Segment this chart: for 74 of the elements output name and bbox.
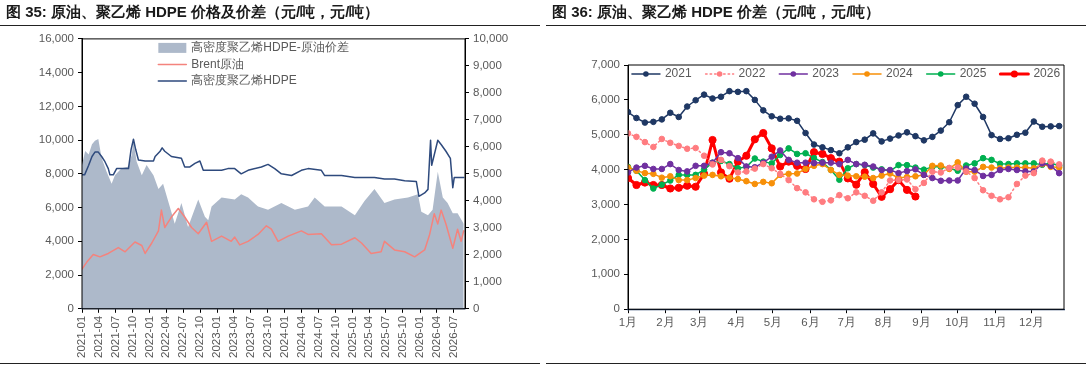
x-tick-label: 2023-10 [260, 315, 273, 359]
x-tick-label: 2021-10 [125, 315, 138, 359]
legend-label: 高密度聚乙烯HDPE [191, 73, 297, 88]
x-tick-label: 2026-07 [446, 315, 459, 359]
x-tick-label: 2月 [656, 316, 675, 329]
x-tick-label: 2024-01 [277, 315, 290, 359]
y-tick-label: 12,000 [38, 99, 74, 112]
x-tick-label: 10月 [945, 316, 971, 329]
x-tick-label: 6月 [801, 316, 820, 329]
chart-title: 图 35: 原油、聚乙烯 HDPE 价格及价差（元/吨，元/吨） [6, 3, 380, 22]
legend-label: 2021 [664, 66, 692, 81]
y-tick-label: 0 [613, 302, 620, 315]
legend-label: 2023 [812, 66, 840, 81]
legend-label: Brent原油 [191, 56, 245, 71]
x-tick-label: 2024-07 [311, 315, 324, 359]
y-tick-label: 4,000 [591, 162, 620, 175]
legend-label: 2022 [738, 66, 766, 81]
y-tick-label: 6,000 [591, 93, 620, 106]
x-tick-label: 2025-10 [396, 315, 409, 359]
y-tick-label: 2,000 [591, 232, 620, 245]
x-tick-label: 7月 [837, 316, 856, 329]
y2-tick-label: 9,000 [473, 59, 502, 72]
y2-tick-label: 2,000 [473, 247, 502, 260]
x-tick-label: 2022-01 [142, 315, 155, 359]
x-tick-label: 2025-01 [345, 315, 358, 359]
x-tick-label: 2022-07 [176, 315, 189, 359]
y-tick-label: 6,000 [45, 200, 74, 213]
x-tick-label: 2026-04 [429, 315, 442, 359]
y2-tick-label: 8,000 [473, 86, 502, 99]
y-tick-label: 3,000 [591, 197, 620, 210]
x-tick-label: 12月 [1018, 316, 1044, 329]
x-tick-label: 2023-07 [243, 315, 256, 359]
legend-label: 2024 [886, 66, 914, 81]
y2-tick-label: 1,000 [473, 274, 502, 287]
x-tick-label: 2025-07 [379, 315, 392, 359]
y-tick-label: 5,000 [591, 127, 620, 140]
x-tick-label: 2024-10 [328, 315, 341, 359]
y2-tick-label: 7,000 [473, 113, 502, 126]
y-tick-label: 14,000 [38, 65, 74, 78]
y-tick-label: 16,000 [38, 32, 74, 45]
x-tick-label: 2024-04 [294, 315, 307, 359]
y2-tick-label: 3,000 [473, 221, 502, 233]
y2-tick-label: 10,000 [473, 32, 509, 45]
x-tick-label: 1月 [618, 316, 638, 329]
y-tick-label: 0 [67, 301, 74, 314]
x-tick-label: 2023-01 [210, 315, 223, 359]
x-tick-label: 2021-01 [75, 315, 88, 359]
x-tick-label: 2025-04 [362, 315, 375, 359]
y-tick-label: 4,000 [45, 234, 74, 247]
y2-tick-label: 6,000 [473, 140, 502, 153]
x-tick-label: 4月 [727, 316, 746, 329]
y2-tick-label: 4,000 [473, 194, 502, 207]
y-tick-label: 10,000 [38, 133, 74, 146]
x-tick-label: 8月 [874, 316, 894, 329]
x-tick-label: 11月 [983, 316, 1008, 329]
y-tick-label: 1,000 [591, 267, 620, 280]
x-tick-label: 2021-07 [108, 315, 121, 359]
y2-tick-label: 5,000 [473, 167, 502, 180]
chart-title: 图 36: 原油、聚乙烯 HDPE 价差（元/吨，元/吨） [552, 3, 881, 22]
y-tick-label: 8,000 [45, 167, 74, 180]
x-tick-label: 2022-04 [159, 315, 172, 359]
y-tick-label: 7,000 [591, 58, 620, 71]
x-tick-label: 2021-04 [91, 315, 104, 359]
x-tick-label: 3月 [690, 316, 709, 329]
legend-label: 2025 [959, 66, 987, 81]
x-tick-label: 2022-10 [193, 315, 206, 359]
y-tick-label: 2,000 [45, 268, 74, 281]
x-tick-label: 9月 [912, 316, 931, 329]
x-tick-label: 5月 [763, 316, 783, 329]
y2-tick-label: 0 [473, 301, 480, 314]
x-tick-label: 2026-01 [413, 315, 426, 359]
legend-label: 高密度聚乙烯HDPE-原油价差 [191, 40, 349, 55]
legend-label: 2026 [1033, 66, 1061, 81]
x-tick-label: 2023-04 [226, 315, 239, 359]
